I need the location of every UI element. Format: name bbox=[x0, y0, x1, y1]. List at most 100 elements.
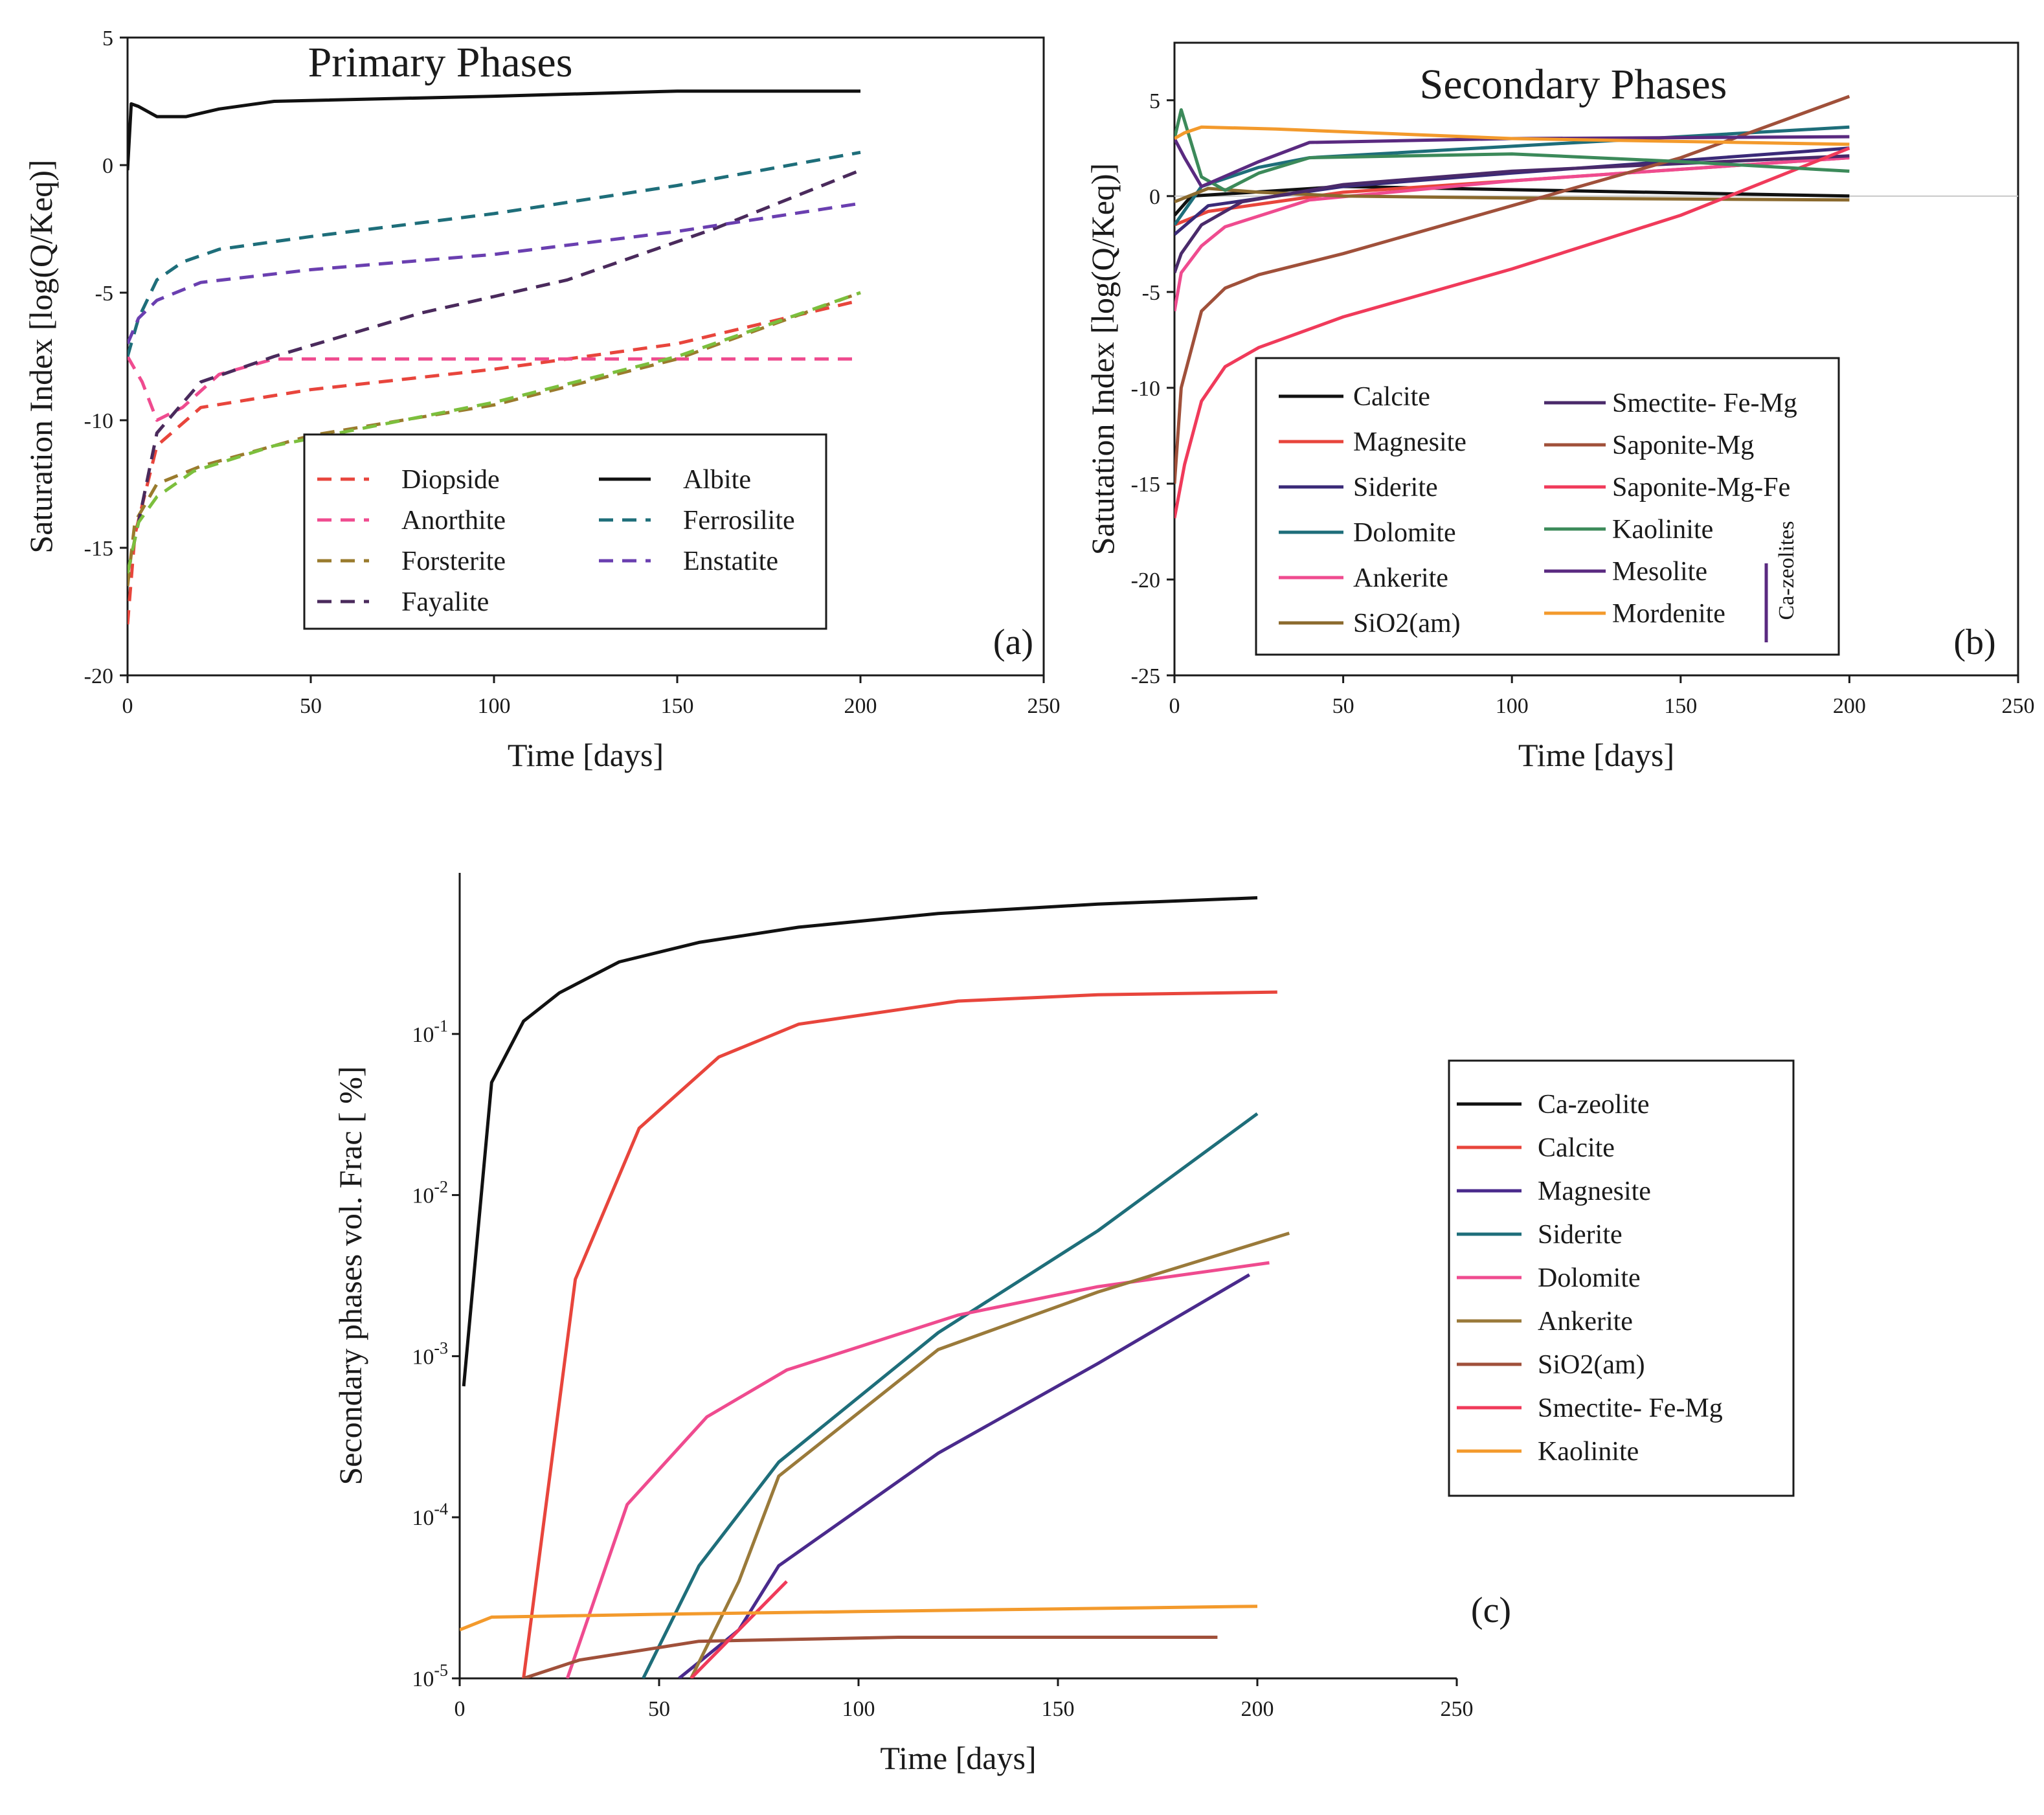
panel-a-primary-phases: 0 50 100 150 200 250 -20 -15 -10 -5 0 5 Time [days] S… bbox=[23, 27, 1061, 773]
legend-label-ca-zeolite: Ca-zeolite bbox=[1538, 1090, 1650, 1120]
y-tick-label: -5 bbox=[1142, 281, 1160, 305]
y-tick-label: -15 bbox=[84, 537, 113, 561]
legend-label-dolomite: Dolomite bbox=[1538, 1263, 1641, 1293]
series-line-ankerite bbox=[1174, 156, 1850, 311]
series-line-anorthite bbox=[128, 355, 860, 422]
y-tick-base: 10 bbox=[412, 1184, 434, 1208]
x-tick-label: 250 bbox=[1441, 1697, 1474, 1721]
x-tick-label: 50 bbox=[1332, 694, 1354, 718]
x-axis-title: Time [days] bbox=[508, 737, 664, 773]
legend-label-sio2-am: SiO2(am) bbox=[1538, 1350, 1645, 1380]
y-tick-exponent: -4 bbox=[434, 1500, 448, 1518]
y-tick-label: 0 bbox=[1149, 185, 1160, 209]
y-tick-label: -10 bbox=[1131, 377, 1160, 401]
legend-label-sio2-am: SiO2(am) bbox=[1353, 609, 1461, 638]
y-tick-label: -15 bbox=[1131, 473, 1160, 497]
x-tick-label: 200 bbox=[1241, 1697, 1274, 1721]
x-tick-label: 100 bbox=[842, 1697, 875, 1721]
series-line-saponite-mg bbox=[1174, 95, 1850, 484]
x-tick-label: 100 bbox=[478, 694, 511, 718]
legend-box bbox=[303, 433, 827, 630]
panel-label: (b) bbox=[1953, 622, 1995, 662]
y-tick-exponent: -3 bbox=[434, 1338, 448, 1357]
legend-label-kaolinite: Kaolinite bbox=[1538, 1437, 1639, 1467]
legend-label-saponite-mg-fe: Saponite-Mg-Fe bbox=[1612, 473, 1790, 502]
y-tick-base: 10 bbox=[412, 1023, 434, 1047]
x-tick-label: 50 bbox=[300, 694, 322, 718]
legend-label-anorthite: Anorthite bbox=[401, 506, 506, 535]
series-line-albite bbox=[128, 89, 860, 171]
series-line-sio2-am bbox=[1174, 186, 1850, 204]
y-axis-title: Secondary phases vol. Frac [ %] bbox=[332, 1066, 368, 1485]
panel-label: (c) bbox=[1471, 1590, 1511, 1630]
series-line-smectite-fe-mg bbox=[1174, 154, 1850, 274]
series-line-ca-zeolite bbox=[462, 896, 1258, 1387]
x-tick-label: 150 bbox=[661, 694, 694, 718]
plot-frame bbox=[1173, 41, 2019, 677]
legend-label-ferrosilite: Ferrosilite bbox=[683, 506, 795, 535]
legend-label-siderite: Siderite bbox=[1353, 473, 1438, 502]
x-tick-label: 200 bbox=[1833, 694, 1866, 718]
legend-label-calcite: Calcite bbox=[1538, 1133, 1615, 1163]
series-line-kaolinite bbox=[1174, 108, 1850, 192]
legend-label-forsterite: Forsterite bbox=[401, 547, 506, 576]
legend: Calcite Magnesite Siderite Dolomite Ankerite… bbox=[1255, 357, 1840, 656]
legend: Diopside Anorthite Forsterite Fayalite Albit… bbox=[303, 433, 827, 630]
y-tick-exponent: -5 bbox=[434, 1661, 448, 1680]
legend-label-siderite: Siderite bbox=[1538, 1220, 1623, 1250]
y-tick-label: 10-2 bbox=[412, 1178, 448, 1208]
legend-label-magnesite: Magnesite bbox=[1538, 1177, 1651, 1206]
series-line-ferrosilite bbox=[128, 150, 861, 357]
legend-label-kaolinite: Kaolinite bbox=[1612, 515, 1713, 545]
series-line-smectite-fe-mg bbox=[690, 1580, 788, 1678]
series-line-siderite bbox=[642, 1112, 1259, 1678]
y-tick-label: 0 bbox=[102, 154, 113, 178]
panel-title: Secondary Phases bbox=[1420, 61, 1727, 108]
panel-title: Primary Phases bbox=[308, 39, 573, 86]
y-tick-label: -10 bbox=[84, 409, 113, 433]
x-tick-label: 100 bbox=[1496, 694, 1529, 718]
series-line-magnesite bbox=[678, 1273, 1250, 1678]
x-tick-label: 150 bbox=[1042, 1697, 1075, 1721]
series-line-sio2-am bbox=[522, 1636, 1218, 1678]
panel-c-volume-fractions: 0 50 100 150 200 25010-510-410-310-210-1Time … bbox=[332, 873, 1795, 1776]
series-line-forsterite-green bbox=[128, 291, 861, 574]
y-tick-exponent: -1 bbox=[434, 1017, 448, 1035]
x-tick-label: 0 bbox=[1169, 694, 1180, 718]
series-line-calcite bbox=[522, 990, 1277, 1678]
y-tick-label: -5 bbox=[95, 282, 113, 306]
y-tick-label: 5 bbox=[102, 27, 113, 51]
legend-label-calcite: Calcite bbox=[1353, 382, 1430, 412]
legend-label-ankerite: Ankerite bbox=[1538, 1307, 1633, 1336]
legend-label-smectite-fe-mg: Smectite- Fe-Mg bbox=[1612, 389, 1797, 418]
legend-bracket-label: Ca-zeolites bbox=[1775, 521, 1799, 620]
x-tick-label: 0 bbox=[455, 1697, 466, 1721]
x-tick-label: 250 bbox=[2002, 694, 2035, 718]
y-tick-label: 10-4 bbox=[412, 1500, 448, 1530]
x-tick-label: 50 bbox=[648, 1697, 670, 1721]
panel-label: (a) bbox=[993, 622, 1033, 662]
series-group bbox=[128, 89, 861, 625]
y-tick-base: 10 bbox=[412, 1345, 434, 1369]
legend-label-saponite-mg: Saponite-Mg bbox=[1612, 431, 1754, 460]
series-line-fayalite bbox=[128, 168, 861, 574]
legend-label-mesolite: Mesolite bbox=[1612, 557, 1707, 587]
series-line-enstatite bbox=[128, 201, 861, 344]
x-tick-label: 250 bbox=[1028, 694, 1061, 718]
legend-label-diopside: Diopside bbox=[401, 465, 500, 495]
legend-label-albite: Albite bbox=[683, 465, 751, 495]
legend-label-magnesite: Magnesite bbox=[1353, 427, 1466, 457]
legend-label-ankerite: Ankerite bbox=[1353, 563, 1448, 593]
y-tick-base: 10 bbox=[412, 1667, 434, 1691]
legend-label-fayalite: Fayalite bbox=[401, 587, 489, 617]
x-tick-label: 150 bbox=[1664, 694, 1697, 718]
x-axis-title: Time [days] bbox=[1518, 737, 1674, 773]
x-tick-label: 200 bbox=[844, 694, 877, 718]
y-tick-label: -20 bbox=[84, 664, 113, 688]
y-tick-label: 10-1 bbox=[412, 1017, 448, 1047]
legend-label-dolomite: Dolomite bbox=[1353, 518, 1456, 548]
panel-b-secondary-phases: 0 50 100 150 200 250 -25 -20 -15 -10 -5 0 5 Time [day… bbox=[1084, 41, 2035, 773]
legend-label-mordenite: Mordenite bbox=[1612, 599, 1725, 629]
series-line-dolomite bbox=[565, 1261, 1270, 1678]
